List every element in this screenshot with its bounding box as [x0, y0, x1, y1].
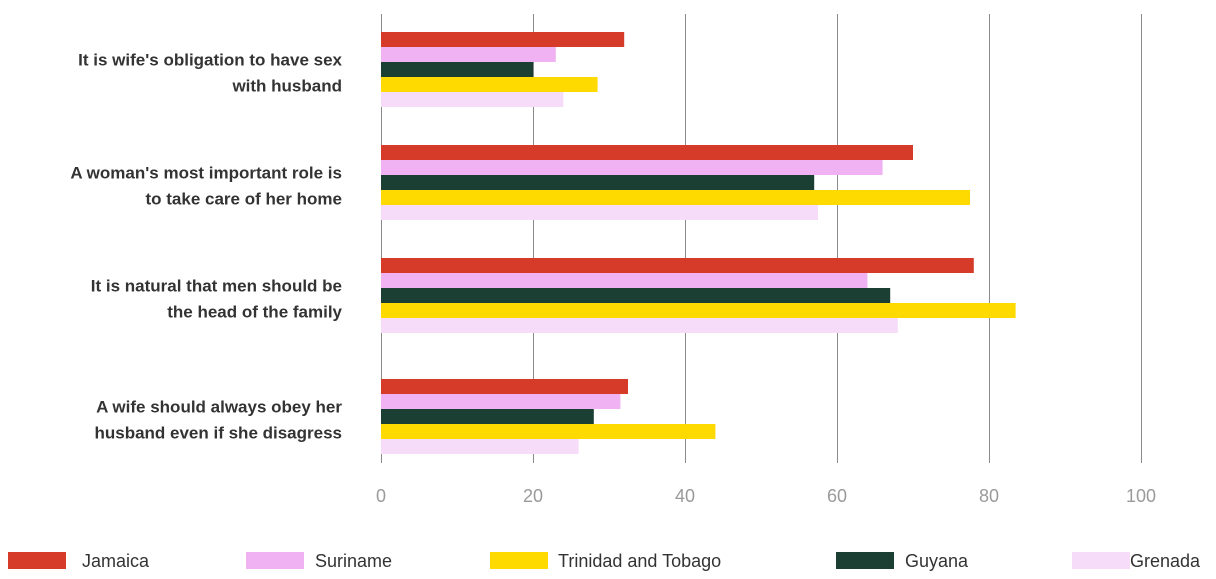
bar-trinidad-and-tobago-cat-3 [381, 303, 1016, 318]
legend-swatch-suriname [246, 552, 304, 569]
category-label-1: It is wife's obligation to have sex with … [78, 51, 342, 96]
category-label-3-line-2: the head of the family [167, 303, 342, 322]
bar-jamaica-cat-2 [381, 145, 913, 160]
bar-jamaica-cat-4 [381, 379, 628, 394]
legend-label-jamaica: Jamaica [82, 551, 150, 571]
legend-label-suriname: Suriname [315, 551, 392, 571]
legend-swatch-grenada [1072, 552, 1130, 569]
legend-item-jamaica: Jamaica [8, 551, 150, 571]
bar-guyana-cat-3 [381, 288, 891, 303]
x-tick-labels: 0 20 40 60 80 100 [376, 486, 1156, 506]
category-label-4-line-1: A wife should always obey her [96, 398, 342, 417]
category-label-2-line-1: A woman's most important role is [70, 164, 342, 183]
bar-grenada-cat-1 [381, 92, 564, 107]
bar-guyana-cat-4 [381, 409, 594, 424]
bar-guyana-cat-2 [381, 175, 815, 190]
category-labels: It is wife's obligation to have sex with … [70, 51, 342, 443]
bar-grenada-cat-3 [381, 318, 898, 333]
legend-swatch-trinidad-and-tobago [490, 552, 548, 569]
legend-label-guyana: Guyana [905, 551, 969, 571]
category-label-1-line-1: It is wife's obligation to have sex [78, 51, 342, 70]
bar-jamaica-cat-1 [381, 32, 625, 47]
legend: Jamaica Suriname Trinidad and Tobago Guyana… [8, 551, 1201, 571]
legend-swatch-jamaica [8, 552, 66, 569]
legend-item-suriname: Suriname [246, 551, 392, 571]
category-label-2: A woman's most important role is to take … [70, 164, 342, 209]
legend-label-grenada: Grenada [1130, 551, 1201, 571]
x-tick-label-100: 100 [1126, 486, 1156, 506]
legend-label-trinidad-and-tobago: Trinidad and Tobago [558, 551, 721, 571]
legend-item-grenada: Grenada [1072, 551, 1201, 571]
category-label-4: A wife should always obey her husband eve… [94, 398, 342, 443]
legend-item-guyana: Guyana [836, 551, 969, 571]
x-tick-label-20: 20 [523, 486, 543, 506]
bar-trinidad-and-tobago-cat-2 [381, 190, 970, 205]
category-label-1-line-2: with husband [231, 77, 342, 96]
bars [381, 32, 1016, 454]
bar-suriname-cat-2 [381, 160, 883, 175]
bar-grenada-cat-4 [381, 439, 579, 454]
bar-jamaica-cat-3 [381, 258, 974, 273]
bar-trinidad-and-tobago-cat-1 [381, 77, 598, 92]
bar-suriname-cat-1 [381, 47, 556, 62]
category-label-4-line-2: husband even if she disagress [94, 424, 342, 443]
x-tick-label-60: 60 [827, 486, 847, 506]
category-label-2-line-2: to take care of her home [145, 190, 342, 209]
bar-suriname-cat-3 [381, 273, 868, 288]
legend-swatch-guyana [836, 552, 894, 569]
bar-guyana-cat-1 [381, 62, 533, 77]
legend-item-trinidad-and-tobago: Trinidad and Tobago [490, 551, 721, 571]
bar-grenada-cat-2 [381, 205, 818, 220]
x-tick-label-0: 0 [376, 486, 386, 506]
bar-suriname-cat-4 [381, 394, 621, 409]
x-tick-label-40: 40 [675, 486, 695, 506]
category-label-3-line-1: It is natural that men should be [91, 277, 342, 296]
x-tick-label-80: 80 [979, 486, 999, 506]
bar-trinidad-and-tobago-cat-4 [381, 424, 716, 439]
category-label-3: It is natural that men should be the head… [91, 277, 343, 322]
